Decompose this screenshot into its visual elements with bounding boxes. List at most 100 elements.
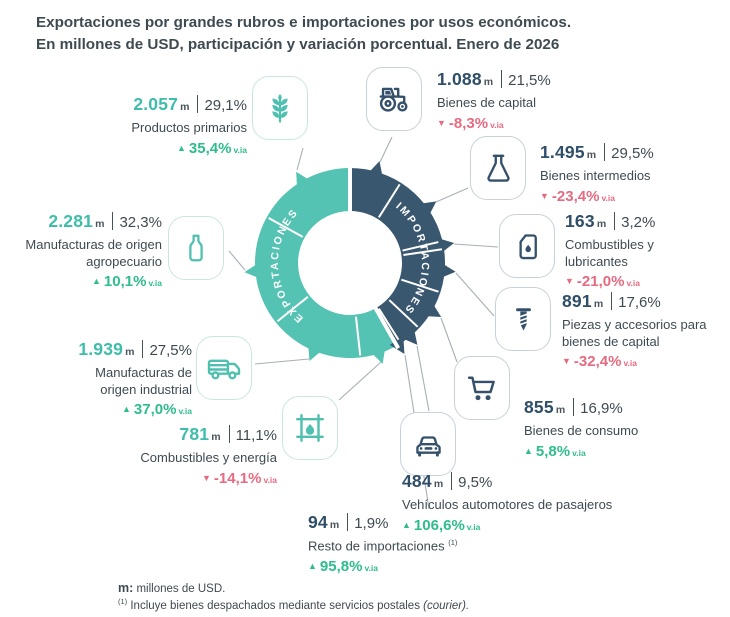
category-label-text: Resto de importaciones <box>308 538 445 554</box>
variation-suffix: v.ia <box>178 406 192 417</box>
footnote-marker: (1) <box>448 538 458 547</box>
share-percent: 17,6% <box>618 294 661 311</box>
segment-divider <box>402 240 441 252</box>
variation: 37,0%v.ia <box>60 401 192 418</box>
callout-resto-importaciones: 94m 1,9% Resto de importaciones (1) 95,8%… <box>308 511 548 575</box>
connector-line <box>228 250 246 271</box>
category-label: Productos primarios <box>131 120 247 135</box>
down-arrow-icon <box>437 118 446 128</box>
connector-line <box>416 345 430 412</box>
value-row: 2.281 m 32,3% <box>22 210 162 236</box>
unit-label: m <box>586 149 597 161</box>
footnote-unit-text: millones de USD. <box>133 583 226 595</box>
variation: -32,4%v.ia <box>562 353 730 370</box>
shopping-cart-icon <box>454 356 510 420</box>
pointer-spike <box>439 262 456 279</box>
variation-suffix: v.ia <box>623 358 637 369</box>
category-label: Bienes de consumo <box>524 423 639 438</box>
variation-value: -14,1% <box>213 469 262 487</box>
footnote-courier-marker: (1) <box>118 597 128 606</box>
segment-divider <box>276 296 309 323</box>
share-percent: 29,1% <box>204 97 247 114</box>
category-label: Manufacturas de origen industrial <box>95 365 192 397</box>
unit-label: m <box>433 478 444 490</box>
share-percent: 32,3% <box>119 214 162 231</box>
value: 781 <box>179 424 210 444</box>
unit-label: m <box>95 218 105 230</box>
separator <box>228 425 230 443</box>
flask-icon <box>470 136 526 200</box>
category-label: Combustibles y energía <box>140 450 277 465</box>
car-icon <box>400 412 456 476</box>
variation-suffix: v.ia <box>626 278 640 289</box>
segment-divider <box>403 248 443 257</box>
value: 484 <box>402 471 432 491</box>
category-label: Bienes de capital <box>437 95 537 110</box>
oil-can-icon <box>499 214 555 278</box>
variation-suffix: v.ia <box>572 447 586 458</box>
callout-piezas-accesorios: 891 m 17,6% Piezas y accesorios para biene… <box>562 290 730 370</box>
pointer-spike <box>296 171 311 189</box>
separator <box>573 398 575 416</box>
pointer-spike <box>370 346 386 364</box>
value-row: 891 m 17,6% <box>562 290 730 316</box>
segment-divider <box>401 278 439 293</box>
unit-label: m <box>593 298 604 310</box>
variation: 35,4%v.ia <box>67 140 247 157</box>
value: 1.939 <box>78 339 124 359</box>
category-label: Piezas y accesorios para bienes de capit… <box>562 317 707 349</box>
share-percent: 1,9% <box>354 515 389 532</box>
value-row: 484 m 9,5% <box>402 470 682 496</box>
connector-line <box>296 147 304 171</box>
callout-manufacturas-agropecuario: 2.281 m 32,3% Manufacturas de origen agrop… <box>22 210 162 290</box>
value-row: 1.088 m 21,5% <box>437 68 637 94</box>
segment-divider <box>372 305 401 350</box>
screw-icon <box>495 287 551 351</box>
value: 163 <box>565 211 595 231</box>
share-percent: 21,5% <box>508 72 551 89</box>
wheat-icon <box>252 76 308 140</box>
share-percent: 11,1% <box>235 427 277 444</box>
value: 1.495 <box>540 142 585 162</box>
footnote-courier-text: Incluye bienes despachados mediante serv… <box>127 599 424 612</box>
page-title: Exportaciones por grandes rubros e impor… <box>36 12 686 55</box>
variation: 106,6%v.ia <box>402 517 682 534</box>
variation-value: 106,6% <box>413 516 465 534</box>
segment-divider <box>268 217 304 238</box>
separator <box>614 212 616 230</box>
footnote-courier: (1) Incluye bienes despachados mediante … <box>118 597 469 612</box>
title-line-1: Exportaciones por grandes rubros e impor… <box>36 14 572 31</box>
truck-icon <box>196 336 252 400</box>
unit-label: m <box>329 519 340 531</box>
value-row: 1.939 m 27,5% <box>60 338 192 364</box>
connector-line <box>435 187 469 203</box>
up-arrow-icon <box>177 143 186 153</box>
category-label: Manufacturas de origen agropecuario <box>25 237 162 269</box>
value-row: 2.057 m 29,1% <box>67 93 247 119</box>
variation-value: 10,1% <box>103 273 147 291</box>
donut-rings: EXPORTACIONES IMPORTACIONES <box>244 161 456 364</box>
value-row: 1.495 m 29,5% <box>540 141 720 167</box>
pointer-spike <box>419 201 437 217</box>
variation-value: -21,0% <box>576 273 625 291</box>
category-label: Resto de importaciones (1) <box>308 538 548 555</box>
callout-manufacturas-industrial: 1.939 m 27,5% Manufacturas de origen indus… <box>60 338 192 418</box>
separator <box>197 95 199 113</box>
variation: -21,0%v.ia <box>565 273 685 290</box>
down-arrow-icon <box>565 276 574 286</box>
up-arrow-icon <box>308 561 317 571</box>
footnote-unit: m: millones de USD. <box>118 581 225 595</box>
callout-vehiculos-pasajeros: 484 m 9,5% Vehículos automotores de pasaje… <box>402 470 682 534</box>
category-label: Combustibles y lubricantes <box>565 237 654 269</box>
up-arrow-icon <box>524 446 533 456</box>
variation-suffix: v.ia <box>364 562 379 573</box>
segment-divider <box>378 308 401 343</box>
footnote-unit-symbol: m: <box>118 581 134 595</box>
down-arrow-icon <box>202 473 211 483</box>
unit-label: m <box>125 346 135 358</box>
value-row: 855 m 16,9% <box>524 396 704 422</box>
variation-value: -23,4% <box>551 187 600 205</box>
